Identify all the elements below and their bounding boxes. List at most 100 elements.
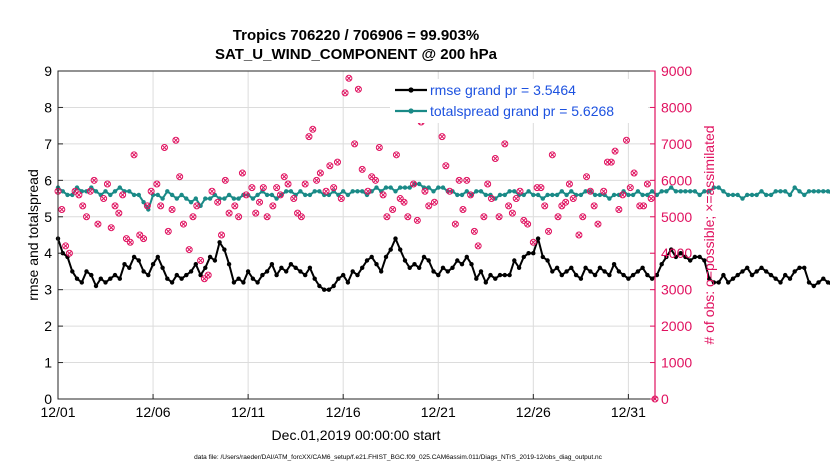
obs-count-point	[354, 85, 362, 93]
obs-count-point	[208, 187, 216, 195]
obs-count-point	[372, 176, 380, 184]
rmse-point	[345, 280, 351, 285]
totalspread-point	[630, 192, 636, 198]
rmse-point	[630, 272, 636, 278]
totalspread-point	[426, 185, 431, 190]
obs-count-point	[421, 187, 429, 195]
rmse-point	[754, 269, 759, 274]
obs-count-point	[630, 169, 638, 177]
rmse-point	[255, 280, 260, 285]
left-axis-ticks: 0 1 2 3 4 5 6 7 8 9	[44, 63, 63, 407]
totalspread-point	[303, 192, 308, 198]
totalspread-point	[749, 192, 755, 198]
obs-count-point	[248, 184, 256, 192]
right-axis-label: # of obs: o=possible; ×=assimilated	[701, 125, 717, 344]
obs-count-point	[62, 242, 70, 250]
obs-count-point	[467, 191, 475, 199]
rmse-point	[303, 272, 308, 278]
totalspread-point	[697, 192, 702, 198]
x-tick-label: 12/01	[40, 404, 75, 420]
obs-count-point	[185, 246, 193, 254]
obs-count-point	[640, 202, 648, 210]
totalspread-point	[745, 192, 750, 198]
totalspread-point	[341, 189, 346, 194]
totalspread-point	[754, 192, 759, 198]
rmse-point	[84, 269, 89, 274]
rmse-point	[688, 258, 693, 263]
totalspread-point	[702, 189, 707, 194]
totalspread-point	[255, 192, 260, 198]
right-tick-label: 1000	[661, 355, 692, 371]
obs-count-point	[126, 238, 134, 246]
rmse-point	[811, 283, 816, 289]
obs-count-point	[442, 162, 450, 170]
rmse-point	[350, 269, 355, 274]
totalspread-point	[112, 189, 118, 194]
obs-count-point	[290, 195, 298, 203]
obs-count-point	[491, 154, 499, 162]
totalspread-point	[284, 189, 289, 194]
obs-count-point	[364, 187, 372, 195]
rmse-point	[493, 276, 498, 281]
totalspread-point	[821, 189, 826, 194]
rmse-point	[288, 262, 294, 267]
rmse-point	[726, 280, 731, 285]
totalspread-point	[735, 192, 740, 198]
rmse-point	[554, 265, 560, 270]
totalspread-point	[554, 192, 560, 198]
left-tick-label: 8	[44, 99, 52, 115]
totalspread-point	[478, 189, 484, 194]
obs-count-point	[389, 205, 397, 213]
rmse-point	[222, 247, 227, 252]
obs-count-point	[83, 213, 91, 221]
rmse-point	[806, 280, 812, 285]
totalspread-point	[635, 189, 641, 194]
rmse-point	[141, 269, 146, 274]
rmse-point	[550, 269, 555, 274]
x-tick-label: 12/26	[516, 404, 551, 420]
totalspread-point	[412, 181, 417, 187]
totalspread-point	[188, 200, 194, 205]
right-tick-label: 8000	[661, 99, 692, 115]
totalspread-point	[136, 192, 141, 198]
obs-count-point	[130, 151, 138, 159]
totalspread-point	[664, 189, 669, 194]
obs-count-point	[119, 191, 127, 199]
rmse-point	[578, 276, 584, 281]
x-tick-label: 12/06	[136, 404, 171, 420]
totalspread-point	[274, 196, 279, 201]
obs-count-point	[153, 180, 161, 188]
x-tick-label: 12/16	[326, 404, 361, 420]
obs-count-point	[575, 231, 583, 239]
obs-count-point	[451, 220, 459, 228]
obs-count-point	[358, 165, 366, 173]
totalspread-point	[583, 189, 588, 194]
rmse-point	[155, 254, 160, 260]
obs-count-point	[143, 202, 151, 210]
rmse-point	[459, 262, 465, 267]
obs-count-point	[103, 180, 111, 188]
totalspread-point	[417, 181, 422, 187]
rmse-point	[664, 254, 669, 260]
obs-count-series	[54, 74, 659, 403]
obs-count-point	[309, 125, 317, 133]
obs-count-point	[548, 151, 556, 159]
totalspread-point	[778, 189, 783, 194]
rmse-point	[364, 258, 370, 263]
obs-count-point	[501, 140, 509, 148]
rmse-point	[540, 254, 545, 260]
rmse-point	[207, 254, 213, 260]
totalspread-point	[70, 192, 75, 198]
rmse-point	[236, 276, 241, 281]
totalspread-point	[459, 192, 465, 198]
rmse-point	[431, 269, 436, 274]
totalspread-point	[212, 192, 218, 198]
obs-count-point	[410, 180, 418, 188]
obs-count-point	[487, 195, 495, 203]
totalspread-point	[288, 189, 294, 194]
totalspread-point	[203, 196, 208, 201]
obs-count-point	[204, 271, 212, 279]
totalspread-point	[93, 189, 99, 194]
obs-count-point	[565, 180, 573, 188]
